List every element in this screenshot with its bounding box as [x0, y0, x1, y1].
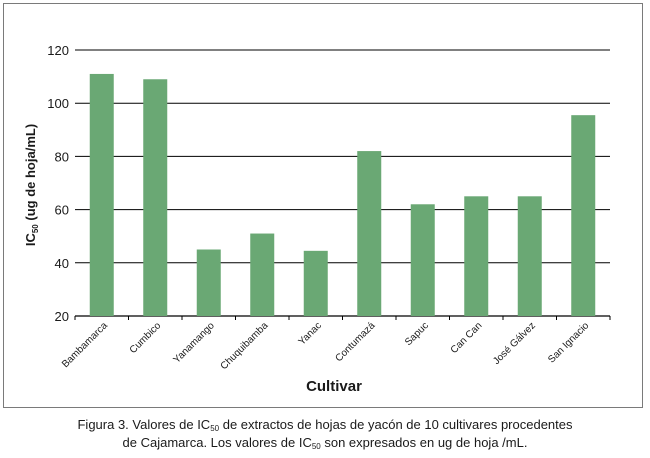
y-tick-label: 80 [55, 149, 69, 164]
x-tick-label: Contumazá [333, 320, 377, 364]
y-tick-labels: 20 40 60 80 100 120 [47, 43, 69, 324]
x-tick-label: Bambamarca [60, 320, 110, 370]
bar-chart: 20 40 60 80 100 120 Bambamarca Cumbico Yanamang… [23, 43, 611, 395]
bar [357, 151, 382, 316]
y-tick-label: 60 [55, 203, 69, 218]
bar [303, 250, 328, 316]
bar [517, 196, 542, 316]
y-tick-label: 120 [47, 43, 69, 58]
x-tick-label: José Gálvez [491, 320, 538, 367]
caption-line-1-end: de extractos de hojas de yacón de 10 cul… [219, 417, 573, 432]
bar [464, 196, 489, 316]
x-tick-label: San Ignacio [546, 320, 591, 365]
bar [196, 249, 221, 316]
x-tick-label: Yanac [297, 320, 324, 347]
bar [571, 115, 596, 316]
x-tick-label: Yanamango [171, 320, 217, 366]
caption-line-1-subscript: 50 [210, 424, 220, 433]
bar [250, 233, 275, 316]
x-tick-labels: Bambamarca Cumbico Yanamango Chuquibamba Yan… [60, 316, 611, 372]
x-tick-label: Can Can [449, 320, 485, 356]
chart-frame: 20 40 60 80 100 120 Bambamarca Cumbico Yanamang… [3, 3, 643, 408]
caption-line-2: de Cajamarca. Los valores de IC50 son ex… [20, 434, 630, 452]
caption-line-1-start: Figura 3. Valores de IC [77, 417, 211, 432]
x-tick-label: Sapuc [403, 320, 431, 348]
caption-line-1: Figura 3. Valores de IC50 de extractos d… [20, 416, 630, 434]
x-axis-title: Cultivar [306, 378, 362, 395]
bar [143, 79, 168, 316]
bars [89, 73, 596, 316]
y-axis-title-main: IC [23, 233, 38, 247]
y-tick-label: 20 [55, 309, 69, 324]
x-tick-label: Chuquibamba [219, 320, 271, 372]
bar [89, 73, 114, 316]
y-axis-title-rest: (ug de hoja/mL) [23, 124, 38, 224]
caption-line-2-end: son expresados en ug de hoja /mL. [320, 435, 528, 450]
y-tick-label: 100 [47, 96, 69, 111]
x-tick-label: Cumbico [128, 320, 164, 356]
y-axis-title: IC50 (ug de hoja/mL) [23, 124, 40, 246]
caption-line-2-start: de Cajamarca. Los valores de IC [122, 435, 312, 450]
y-tick-label: 40 [55, 256, 69, 271]
caption-line-2-subscript: 50 [311, 442, 321, 451]
y-axis-title-sub: 50 [31, 224, 40, 233]
bar [410, 204, 435, 316]
figure-caption: Figura 3. Valores de IC50 de extractos d… [20, 416, 630, 452]
